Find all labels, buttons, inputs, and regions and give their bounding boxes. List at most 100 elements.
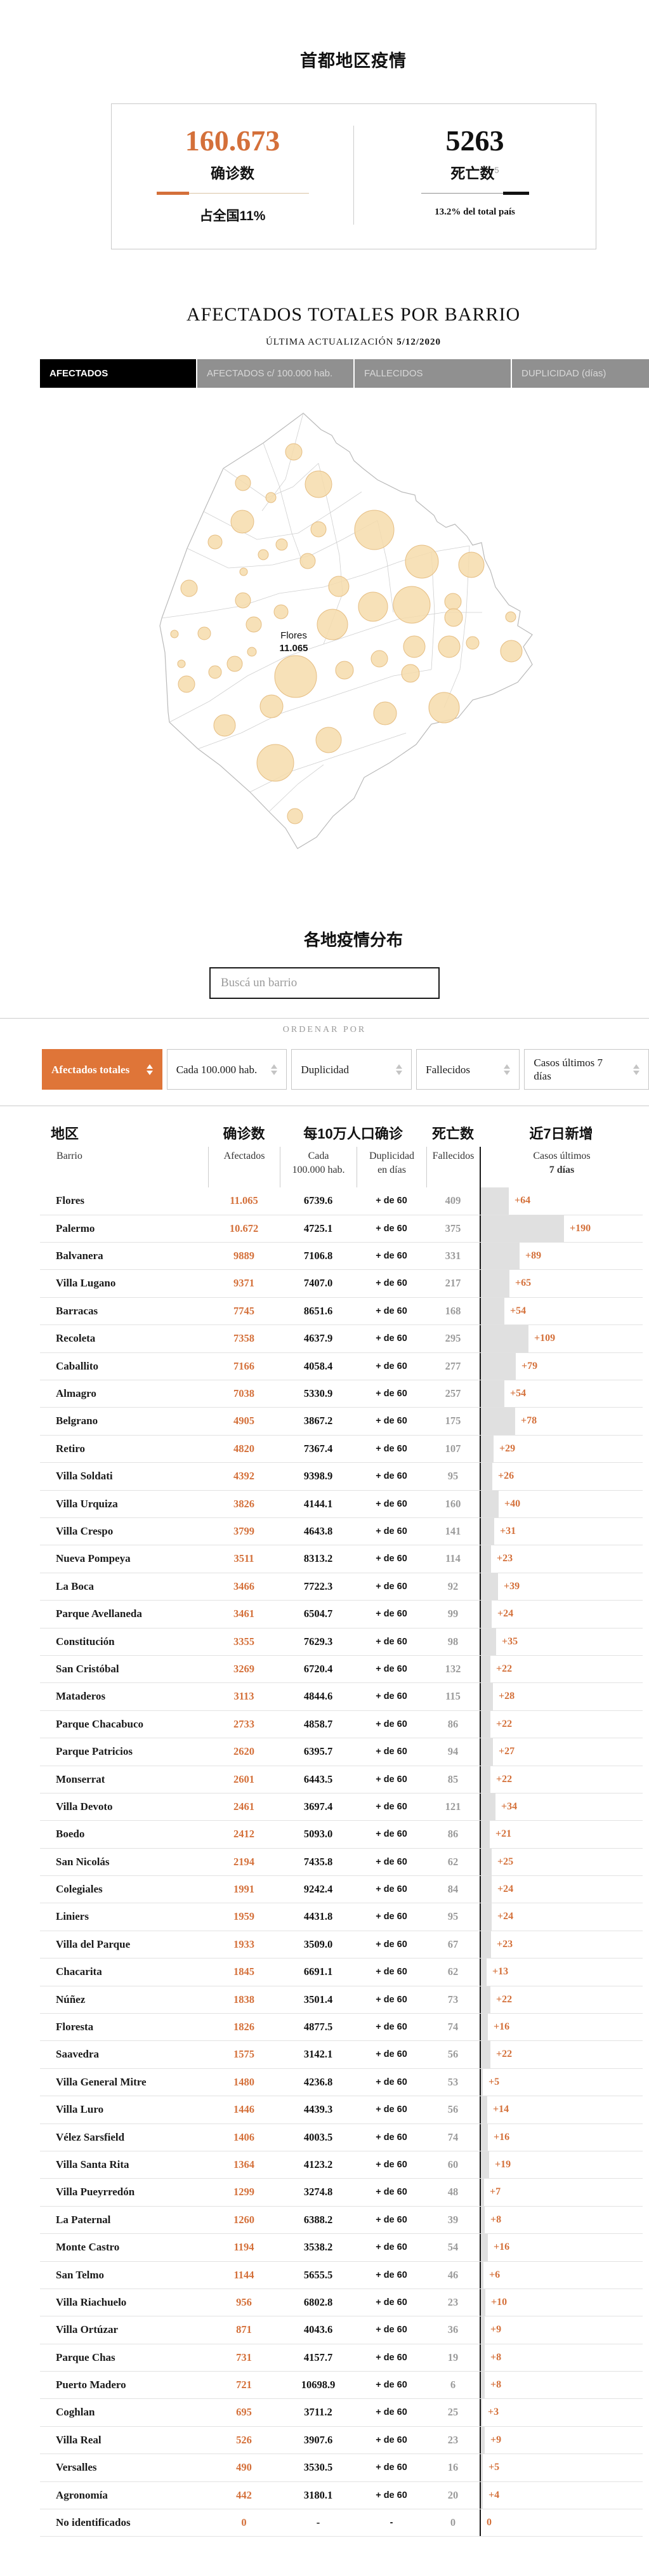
- sort-desc-icon[interactable]: [633, 1070, 639, 1075]
- nuevos-bar: [481, 2151, 489, 2179]
- col-header-casos: Casos últimos 7 días: [480, 1147, 643, 1188]
- cada-100000-value: -: [316, 2516, 320, 2529]
- cada-100000-value: 4058.4: [303, 1359, 333, 1372]
- sort-desc-icon[interactable]: [146, 1070, 153, 1075]
- map-bubble[interactable]: [505, 611, 516, 623]
- cada-100000-value: 7367.4: [303, 1442, 333, 1455]
- nuevos-value: +27: [499, 1746, 515, 1757]
- afectados-value: 2620: [233, 1745, 254, 1758]
- sort-button-duplicidad[interactable]: Duplicidad: [291, 1049, 412, 1090]
- map-bubble[interactable]: [428, 692, 460, 723]
- map-bubble[interactable]: [305, 470, 332, 498]
- sort-options: Afectados totales Cada 100.000 hab. Duplic…: [42, 1049, 649, 1090]
- map-bubble[interactable]: [466, 636, 480, 650]
- cada-100000-value: 10698.9: [301, 2379, 336, 2391]
- map-bubble[interactable]: [310, 521, 327, 538]
- map-bubble[interactable]: [274, 655, 317, 698]
- map-bubble[interactable]: [444, 593, 462, 611]
- map-bubble[interactable]: [438, 635, 461, 658]
- sort-button-cada-100-000-hab[interactable]: Cada 100.000 hab.: [166, 1049, 287, 1090]
- map-bubble[interactable]: [335, 661, 354, 680]
- duplicidad-value: + de 60: [376, 1196, 407, 1206]
- map-bubble[interactable]: [226, 656, 243, 672]
- tab-fallecidos[interactable]: FALLECIDOS: [355, 359, 511, 388]
- map-bubble[interactable]: [358, 591, 388, 622]
- nuevos-bar: [481, 1601, 492, 1628]
- nuevos-bar: [481, 1986, 490, 2014]
- sort-desc-icon[interactable]: [396, 1070, 403, 1075]
- map-bubble[interactable]: [208, 665, 222, 679]
- map-bubble[interactable]: [180, 579, 198, 597]
- map-bubble[interactable]: [405, 545, 439, 579]
- duplicidad-value: + de 60: [376, 1305, 407, 1316]
- map-bubble[interactable]: [287, 808, 303, 824]
- map-bubble[interactable]: [197, 626, 211, 640]
- map-bubble[interactable]: [213, 714, 236, 737]
- map-bubble[interactable]: [230, 510, 254, 534]
- map-bubble[interactable]: [373, 701, 397, 725]
- fallecidos-value: 175: [445, 1415, 461, 1427]
- map-bubble[interactable]: [401, 664, 420, 683]
- map-bubble[interactable]: [239, 567, 248, 576]
- map-bubble[interactable]: [207, 534, 223, 550]
- nuevos-value: +39: [504, 1580, 520, 1592]
- map-bubble[interactable]: [458, 552, 485, 578]
- map-bubble[interactable]: [256, 744, 294, 782]
- sort-asc-icon[interactable]: [146, 1064, 153, 1069]
- map-bubble[interactable]: [275, 538, 288, 551]
- confirmed-label: 确诊数: [211, 165, 254, 182]
- search-input[interactable]: [209, 967, 440, 1000]
- cada-100000-value: 8313.2: [303, 1552, 333, 1565]
- barrio-name: Barracas: [56, 1304, 98, 1317]
- map-bubble[interactable]: [500, 640, 523, 663]
- fallecidos-value: 295: [445, 1332, 461, 1345]
- sort-desc-icon[interactable]: [504, 1070, 511, 1075]
- nuevos-value: +7: [490, 2186, 501, 2198]
- map-bubble[interactable]: [258, 549, 269, 560]
- map-bubble[interactable]: [354, 510, 395, 550]
- map-bubble[interactable]: [259, 694, 284, 718]
- sort-asc-icon[interactable]: [504, 1064, 511, 1069]
- barrio-name: San Telmo: [56, 2268, 105, 2281]
- sort-asc-icon[interactable]: [271, 1064, 278, 1069]
- sort-asc-icon[interactable]: [633, 1064, 639, 1069]
- map-bubble[interactable]: [273, 604, 289, 619]
- map-bubble[interactable]: [235, 592, 251, 609]
- sort-button-afectados-totales[interactable]: Afectados totales: [42, 1049, 162, 1090]
- duplicidad-value: + de 60: [376, 1774, 407, 1785]
- map-bubble[interactable]: [177, 659, 186, 668]
- map-bubble[interactable]: [370, 650, 388, 668]
- sort-button-casos-ltimos-7-d-as[interactable]: Casos últimos 7 días: [524, 1049, 649, 1090]
- sort-desc-icon[interactable]: [271, 1070, 278, 1075]
- cada-100000-value: 3274.8: [303, 2186, 333, 2198]
- nuevos-value: +16: [494, 2021, 510, 2033]
- map-bubble[interactable]: [285, 443, 303, 461]
- map-bubble[interactable]: [393, 586, 431, 624]
- nuevos-bar: [481, 2096, 487, 2124]
- map-bubble[interactable]: [265, 492, 277, 503]
- fallecidos-value: 16: [447, 2461, 459, 2474]
- sort-asc-icon[interactable]: [396, 1064, 403, 1069]
- tab-afectados-c-100-000-hab[interactable]: AFECTADOS c/ 100.000 hab.: [197, 359, 353, 388]
- sort-button-fallecidos[interactable]: Fallecidos: [416, 1049, 520, 1090]
- map-bubble[interactable]: [444, 608, 463, 627]
- table-header-zh: 地区 确诊数 每10万人口确诊 死亡数 近7日新增: [40, 1123, 643, 1143]
- tab-afectados[interactable]: AFECTADOS: [40, 359, 196, 388]
- map-bubble[interactable]: [328, 576, 350, 597]
- cada-100000-value: 9398.9: [303, 1470, 333, 1483]
- cada-100000-value: 6691.1: [303, 1965, 333, 1978]
- map-bubble[interactable]: [170, 630, 179, 638]
- map-bubble[interactable]: [299, 553, 316, 569]
- map-bubble[interactable]: [317, 609, 348, 640]
- tab-duplicidad-d-as[interactable]: DUPLICIDAD (días): [512, 359, 649, 388]
- map-bubble[interactable]: [247, 647, 257, 657]
- map-bubble[interactable]: [178, 675, 195, 693]
- map-bubble[interactable]: [403, 635, 426, 658]
- nuevos-value: +19: [495, 2158, 511, 2170]
- table-row-villa-real: Villa Real 526 3907.6 + de 60 23 +9: [40, 2426, 643, 2455]
- map-bubble[interactable]: [235, 475, 251, 491]
- map-bubble[interactable]: [246, 616, 262, 633]
- cada-100000-value: 3697.4: [303, 1800, 333, 1813]
- map-bubble[interactable]: [315, 727, 342, 753]
- nuevos-bar-cell: +19: [480, 2151, 643, 2179]
